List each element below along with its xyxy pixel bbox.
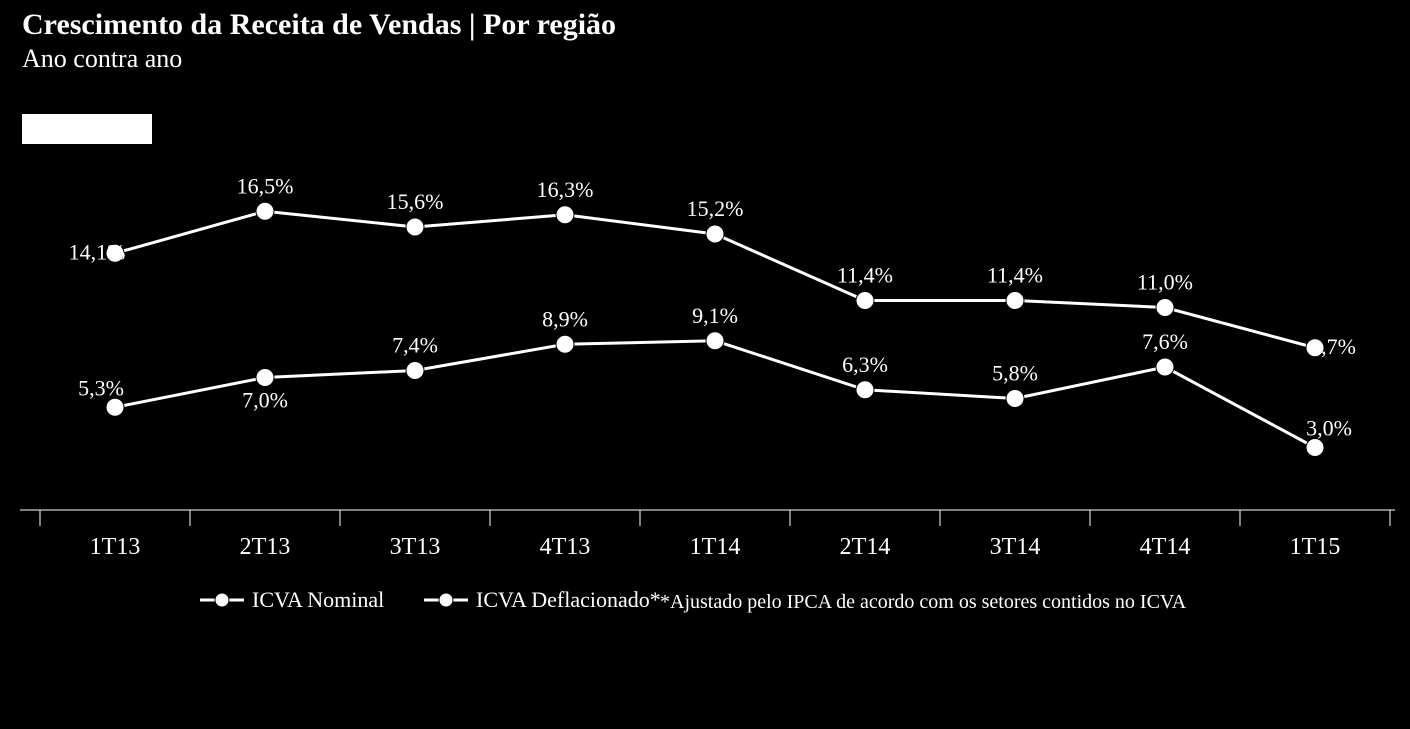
- x-tick-label: 3T14: [990, 534, 1041, 560]
- data-label: 15,6%: [387, 189, 444, 214]
- data-label: 7,4%: [392, 333, 438, 358]
- data-label: 8,9%: [542, 306, 588, 331]
- x-tick-label: 4T13: [540, 534, 591, 560]
- data-label: 16,5%: [237, 173, 294, 198]
- x-tick-label: 1T15: [1290, 534, 1341, 560]
- series-marker: [1156, 299, 1174, 317]
- series-marker: [556, 206, 574, 224]
- series-marker: [256, 369, 274, 387]
- data-label: 15,2%: [687, 196, 744, 221]
- data-label: 11,4%: [987, 263, 1043, 288]
- x-tick-label: 2T13: [240, 534, 291, 560]
- series-marker: [1306, 439, 1324, 457]
- data-label: 3,0%: [1306, 416, 1352, 441]
- series-marker: [706, 332, 724, 350]
- data-label: 16,3%: [537, 177, 594, 202]
- data-label: 11,4%: [837, 263, 893, 288]
- series-marker: [406, 362, 424, 380]
- series-marker: [556, 335, 574, 353]
- series-marker: [706, 225, 724, 243]
- series-marker: [1006, 390, 1024, 408]
- x-tick-label: 3T13: [390, 534, 441, 560]
- line-chart: 1T13 2T13 3T13 4T13 1T14 2T14 3T14 4T14 1T15 14,1…: [0, 0, 1410, 729]
- legend-marker-icon: [439, 593, 453, 607]
- legend-label: ICVA Nominal: [252, 587, 384, 612]
- x-tick-label: 2T14: [840, 534, 891, 560]
- series-marker: [1156, 358, 1174, 376]
- data-label: 6,3%: [842, 352, 888, 377]
- data-label: 11,0%: [1137, 270, 1193, 295]
- series-marker: [406, 218, 424, 236]
- series-marker: [256, 202, 274, 220]
- data-label: 5,3%: [78, 375, 124, 400]
- chart-footnote: *Ajustado pelo IPCA de acordo com os set…: [660, 591, 1187, 613]
- x-tick-label: 1T13: [90, 534, 141, 560]
- legend-label: ICVA Deflacionado*: [476, 587, 661, 612]
- data-label: 7,6%: [1142, 329, 1188, 354]
- x-tick-label: 1T14: [690, 534, 741, 560]
- data-label: 5,8%: [992, 361, 1038, 386]
- legend-marker-icon: [215, 593, 229, 607]
- series-marker: [1006, 292, 1024, 310]
- data-label: 7,0%: [242, 388, 288, 413]
- data-label: 8,7%: [1310, 334, 1356, 359]
- series-marker: [106, 398, 124, 416]
- x-tick-label: 4T14: [1140, 534, 1191, 560]
- series-marker: [856, 292, 874, 310]
- series-marker: [856, 381, 874, 399]
- chart-container: Crescimento da Receita de Vendas | Por r…: [0, 0, 1410, 729]
- data-label: 9,1%: [692, 303, 738, 328]
- data-label: 14,1%: [69, 239, 126, 264]
- series-line: [115, 341, 1315, 448]
